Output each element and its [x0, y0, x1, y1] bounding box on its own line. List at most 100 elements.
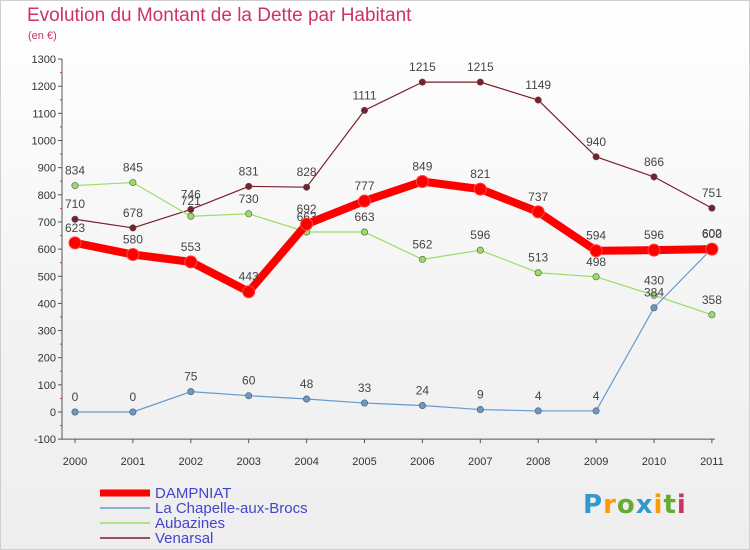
data-point-venarsal	[592, 153, 600, 161]
logo-letter: i	[676, 490, 687, 520]
series-line-dampniat	[71, 177, 716, 296]
data-label-venarsal: 831	[239, 164, 259, 178]
y-tick-label: 600	[38, 244, 56, 256]
data-label-venarsal: 866	[644, 155, 664, 169]
logo-letter: o	[616, 490, 636, 520]
data-label-dampniat: 443	[239, 270, 259, 284]
y-tick-label: 100	[38, 380, 56, 392]
y-tick-label: 300	[38, 326, 56, 338]
data-point-dampniat	[473, 182, 487, 196]
data-label-aubazines: 358	[702, 293, 722, 307]
data-label-dampniat: 594	[586, 229, 606, 243]
y-tick-label: 700	[38, 217, 56, 229]
logo-letter: i	[653, 490, 664, 520]
series-line-venarsal	[74, 81, 713, 229]
data-point-dampniat	[126, 248, 140, 262]
x-tick-label: 2008	[526, 456, 550, 468]
data-label-dampniat: 580	[123, 233, 143, 247]
data-label-dampniat: 777	[354, 179, 374, 193]
data-point-la-chapelle-aux-brocs	[418, 401, 426, 409]
data-label-venarsal: 751	[702, 186, 722, 200]
data-label-dampniat: 623	[65, 221, 85, 235]
x-tick-label: 2000	[63, 456, 87, 468]
data-label-venarsal: 746	[181, 187, 201, 201]
x-tick-label: 2006	[410, 456, 434, 468]
data-point-dampniat	[300, 217, 314, 231]
data-point-venarsal	[245, 182, 253, 190]
data-label-dampniat: 692	[297, 202, 317, 216]
chart-title: Evolution du Montant de la Dette par Hab…	[27, 5, 412, 26]
data-point-aubazines	[360, 228, 368, 236]
data-point-dampniat	[589, 244, 603, 258]
data-point-venarsal	[708, 204, 716, 212]
x-tick-label: 2005	[352, 456, 376, 468]
data-point-la-chapelle-aux-brocs	[129, 408, 137, 416]
data-point-la-chapelle-aux-brocs	[534, 407, 542, 415]
data-label-la-chapelle-aux-brocs: 4	[535, 389, 542, 403]
data-label-dampniat: 553	[181, 240, 201, 254]
y-tick-label: 400	[38, 298, 56, 310]
data-label-dampniat: 849	[412, 159, 432, 173]
logo-letter: x	[635, 490, 654, 520]
data-point-la-chapelle-aux-brocs	[71, 408, 79, 416]
proxiti-logo: Proxiti	[583, 490, 687, 520]
data-label-aubazines: 845	[123, 161, 143, 175]
data-label-aubazines: 730	[239, 192, 259, 206]
data-point-dampniat	[705, 242, 719, 256]
data-label-la-chapelle-aux-brocs: 602	[702, 227, 722, 241]
data-label-venarsal: 710	[65, 197, 85, 211]
data-label-dampniat: 600	[702, 227, 722, 241]
data-label-venarsal: 678	[123, 206, 143, 220]
data-label-dampniat: 737	[528, 190, 548, 204]
data-point-venarsal	[418, 78, 426, 86]
data-label-venarsal: 1111	[352, 88, 376, 102]
data-label-la-chapelle-aux-brocs: 24	[416, 383, 430, 397]
data-point-la-chapelle-aux-brocs	[650, 304, 658, 312]
data-point-dampniat	[358, 194, 371, 208]
data-point-dampniat	[184, 255, 198, 269]
data-label-la-chapelle-aux-brocs: 48	[300, 377, 314, 391]
data-point-venarsal	[360, 106, 368, 114]
data-label-la-chapelle-aux-brocs: 4	[593, 389, 600, 403]
data-label-la-chapelle-aux-brocs: 0	[72, 390, 79, 404]
data-label-aubazines: 498	[586, 255, 606, 269]
x-tick-label: 2010	[642, 456, 666, 468]
data-label-la-chapelle-aux-brocs: 0	[130, 390, 137, 404]
data-point-aubazines	[592, 273, 600, 281]
data-label-venarsal: 1149	[525, 78, 551, 92]
data-point-aubazines	[418, 255, 426, 263]
series-line-aubazines	[74, 181, 713, 316]
y-tick-label: 800	[38, 190, 56, 202]
logo-letter: P	[583, 490, 604, 520]
data-point-la-chapelle-aux-brocs	[303, 395, 311, 403]
data-label-la-chapelle-aux-brocs: 33	[358, 381, 372, 395]
data-label-venarsal: 828	[297, 165, 317, 179]
data-point-la-chapelle-aux-brocs	[245, 392, 253, 400]
data-point-venarsal	[71, 215, 79, 223]
data-label-dampniat: 821	[470, 167, 490, 181]
data-point-dampniat	[415, 174, 429, 188]
x-tick-label: 2002	[179, 456, 203, 468]
data-label-venarsal: 1215	[409, 60, 436, 74]
y-tick-label: 1300	[32, 54, 56, 66]
data-label-la-chapelle-aux-brocs: 75	[184, 370, 198, 384]
data-label-aubazines: 596	[470, 228, 490, 242]
data-point-venarsal	[476, 78, 484, 86]
data-label-aubazines: 663	[354, 210, 374, 224]
data-point-aubazines	[129, 179, 137, 187]
data-label-la-chapelle-aux-brocs: 384	[644, 286, 664, 300]
data-point-aubazines	[534, 269, 542, 277]
series-line-la-chapelle-aux-brocs	[74, 247, 713, 413]
logo-letter: t	[663, 490, 677, 520]
data-point-dampniat	[531, 205, 545, 219]
y-tick-label: 1000	[32, 136, 56, 148]
y-tick-label: 200	[38, 353, 56, 365]
data-point-venarsal	[187, 205, 195, 213]
y-tick-label: 1100	[32, 108, 56, 120]
data-label-dampniat: 596	[644, 228, 664, 242]
y-tick-label: 500	[38, 271, 56, 283]
data-label-aubazines: 721	[181, 194, 201, 208]
data-point-aubazines	[476, 246, 484, 254]
